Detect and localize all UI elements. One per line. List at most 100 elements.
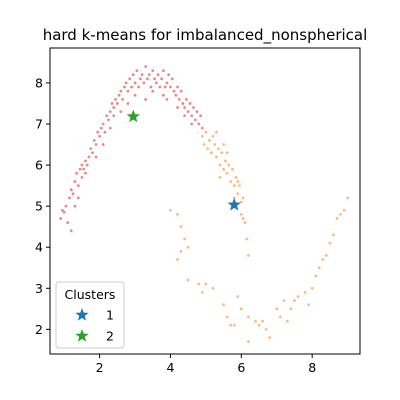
data-point [112,114,116,118]
data-point [101,122,105,126]
data-point [213,143,217,146]
data-point [165,81,169,85]
y-axis: 2 3 4 5 6 7 8 [35,75,50,337]
data-point [225,151,229,155]
data-point [200,134,204,138]
data-point [247,254,250,257]
data-point [133,81,137,85]
data-point [200,290,204,294]
data-point [202,143,206,146]
data-point [158,85,162,89]
data-point [144,97,148,101]
data-point [186,278,190,282]
data-point [220,151,224,155]
y-tick-label: 8 [35,75,43,90]
data-point [135,69,139,72]
data-point [144,65,148,68]
data-point [215,155,218,159]
data-point [222,167,226,171]
data-point [84,171,87,175]
data-point [296,295,300,298]
data-point [264,327,268,331]
data-point [314,274,318,278]
data-point [61,208,64,212]
data-point [346,196,349,200]
data-point [223,159,227,163]
data-point [239,200,243,204]
legend-star-icon-2 [75,329,89,342]
data-point [197,282,201,286]
data-point [324,254,328,257]
data-point [128,77,132,81]
centroid-star-1 [227,197,241,211]
data-point [126,89,130,93]
data-point [59,217,63,220]
data-point [130,85,133,89]
data-point [176,258,179,261]
data-point [190,122,194,126]
data-point [247,315,250,319]
data-point [239,212,243,216]
data-point [103,130,107,134]
data-point [261,319,264,323]
data-point [268,336,272,339]
data-point [80,163,84,167]
data-point [186,110,190,114]
data-point [236,192,240,196]
data-point [92,139,96,142]
data-point [238,184,241,187]
data-point [80,175,84,179]
points-layer [59,65,349,344]
data-point [69,188,73,192]
data-point [335,217,339,220]
data-point [211,134,215,138]
data-point [231,167,234,171]
data-point [328,241,332,245]
data-point [156,73,160,77]
data-point [140,73,144,77]
data-point [208,139,211,142]
data-point [176,212,179,216]
data-point [215,130,218,134]
data-point [149,85,153,89]
y-tick-label: 4 [35,240,43,255]
data-point [275,307,279,311]
data-point [172,89,176,93]
data-point [339,212,342,216]
data-point [169,208,172,212]
data-point [185,97,188,101]
legend: Clusters 12 [55,281,125,349]
centroid-star-2 [126,109,140,123]
data-point [151,69,155,72]
data-point [110,102,114,105]
legend-star-icon-1 [75,308,89,321]
data-point [85,163,89,167]
data-point [222,303,226,307]
data-point [257,323,261,327]
plot-frame [49,47,361,355]
data-point [138,77,142,81]
data-point [206,147,210,151]
data-point [204,282,208,286]
data-point [293,299,296,303]
data-point [82,167,86,171]
data-point [192,106,195,109]
data-point [96,130,100,134]
x-tick-label: 4 [166,360,174,375]
data-point [108,110,112,114]
data-point [243,221,247,224]
data-point [91,151,94,155]
data-point [71,192,75,196]
data-point [124,81,128,85]
data-point [66,221,70,224]
data-point [209,151,213,155]
data-point [121,97,125,101]
data-point [154,81,158,85]
data-point [137,85,140,89]
data-point [176,85,179,89]
chart-title: hard k-means for imbalanced_nonspherical [43,26,368,45]
data-point [310,286,314,290]
data-point [78,167,82,171]
x-tick-label: 8 [308,360,316,375]
